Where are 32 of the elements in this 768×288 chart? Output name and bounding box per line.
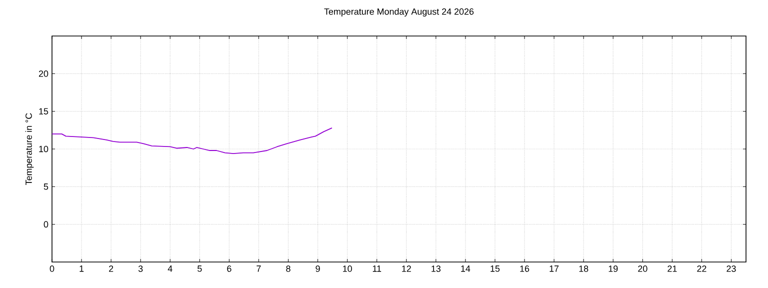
x-tick-label: 20 bbox=[638, 266, 648, 272]
x-tick-label: 10 bbox=[343, 266, 352, 272]
x-tick-label: 14 bbox=[461, 266, 470, 272]
x-tick-label: 22 bbox=[697, 266, 706, 272]
x-tick-label: 4 bbox=[168, 266, 172, 272]
x-tick-label: 11 bbox=[372, 266, 382, 272]
x-tick-label: 9 bbox=[316, 266, 320, 272]
x-tick-label: 23 bbox=[726, 266, 736, 272]
y-tick-label: 15 bbox=[39, 108, 48, 114]
line-series bbox=[52, 127, 332, 154]
x-tick-label: 1 bbox=[80, 266, 84, 272]
y-tick-label: 0 bbox=[44, 221, 48, 228]
x-tick-label: 16 bbox=[520, 266, 530, 272]
x-tick-label: 6 bbox=[227, 266, 232, 272]
x-tick-label: 15 bbox=[490, 266, 500, 272]
x-tick-label: 2 bbox=[109, 266, 114, 272]
x-tick-label: 3 bbox=[138, 266, 143, 272]
y-axis-title: Temperature in °C bbox=[25, 113, 34, 185]
x-tick-label: 7 bbox=[256, 266, 261, 272]
y-tick-label: 5 bbox=[44, 184, 48, 190]
x-tick-label: 5 bbox=[198, 266, 202, 272]
x-tick-label: 17 bbox=[550, 266, 559, 272]
x-tick-label: 21 bbox=[668, 266, 677, 272]
y-tick-label: 20 bbox=[38, 70, 48, 77]
x-tick-label: 0 bbox=[50, 266, 54, 272]
x-tick-label: 19 bbox=[608, 266, 618, 272]
chart-title: Temperature Monday August 24 2026 bbox=[324, 8, 474, 16]
x-tick-label: 12 bbox=[402, 266, 411, 272]
x-tick-label: 18 bbox=[579, 266, 588, 272]
x-tick-label: 8 bbox=[286, 266, 290, 272]
x-tick-label: 13 bbox=[432, 266, 441, 272]
y-tick-label: 10 bbox=[39, 146, 48, 152]
